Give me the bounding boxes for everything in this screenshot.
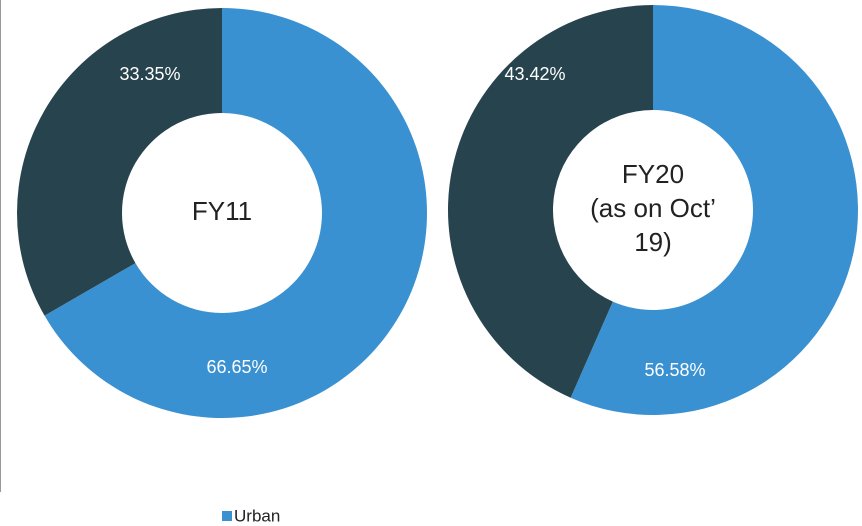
data-label: 66.65% [206, 357, 267, 377]
center-title: FY11 [192, 196, 252, 226]
legend-swatch [222, 511, 232, 521]
donut-slice [44, 8, 427, 419]
data-label: 33.35% [119, 64, 180, 84]
donut-slice [570, 5, 858, 415]
center-title: (as on Oct’ [590, 193, 716, 223]
data-label: 43.42% [504, 64, 565, 84]
center-title: FY20 [622, 159, 684, 189]
donut-slice [448, 5, 653, 398]
center-title: 19) [634, 227, 672, 257]
legend-label: Urban [234, 506, 280, 525]
donut-slice [16, 7, 222, 316]
data-label: 56.58% [644, 360, 705, 380]
